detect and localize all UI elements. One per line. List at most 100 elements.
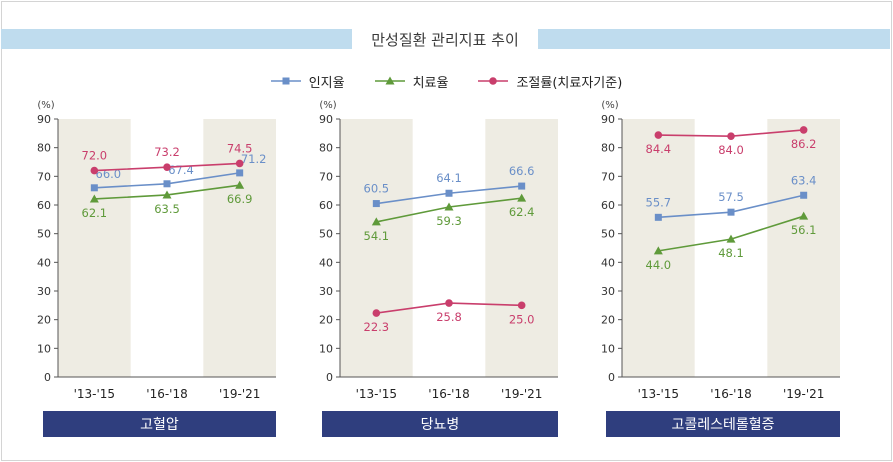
square-marker: [90, 184, 98, 192]
triangle-marker: [162, 190, 172, 199]
circle-marker: [654, 131, 663, 139]
category-box: [322, 411, 558, 437]
x-tick-label: '16-'18: [146, 387, 187, 401]
data-label: 44.0: [646, 258, 672, 272]
category-label: 당뇨병: [421, 417, 460, 433]
circle-marker: [445, 299, 453, 307]
data-label: 71.2: [241, 152, 267, 166]
y-tick-label: 40: [37, 256, 51, 269]
y-tick-label: 90: [319, 113, 333, 126]
square-marker: [236, 169, 244, 177]
data-label: 56.1: [791, 223, 817, 237]
data-label: 84.4: [646, 142, 672, 156]
triangle-marker: [799, 211, 809, 220]
y-tick-label: 60: [319, 199, 333, 212]
y-tick-label: 50: [601, 228, 615, 241]
y-axis-unit: (%): [37, 100, 54, 111]
data-label: 63.4: [791, 173, 817, 187]
x-tick-label: '13-'15: [356, 387, 397, 401]
chart-panel: (%) 0 10 20 30 40 50 60 70 80 90 '13-'15 '16-'18 '19-…: [319, 100, 559, 437]
y-tick-label: 90: [601, 113, 615, 126]
category-label: 고콜레스테롤혈증: [671, 417, 774, 433]
y-tick-label: 0: [44, 371, 51, 384]
y-tick-label: 0: [608, 371, 615, 384]
data-label: 48.1: [718, 246, 744, 260]
triangle-marker: [89, 194, 99, 203]
chart-panel: (%) 0 10 20 30 40 50 60 70 80 90 '13-'15 '16-'18 '19-…: [601, 100, 841, 437]
category-label: 고혈압: [140, 417, 179, 433]
y-tick-label: 70: [37, 170, 51, 183]
data-label: 66.6: [509, 164, 535, 178]
square-marker: [163, 180, 171, 188]
data-label: 59.3: [436, 214, 462, 228]
data-label: 25.0: [509, 312, 535, 326]
data-label: 57.5: [718, 190, 744, 204]
y-tick-label: 40: [601, 256, 615, 269]
data-label: 54.1: [364, 229, 390, 243]
legend-item-treatment: 치료율: [374, 72, 449, 91]
data-label: 86.2: [791, 137, 817, 151]
y-tick-label: 60: [37, 199, 51, 212]
data-label: 25.8: [436, 310, 462, 324]
chart-panel: (%) 0 10 20 30 40 50 60 70 80 90 '13-'15 '16-'18 '19-…: [37, 100, 277, 437]
data-label: 73.2: [154, 145, 180, 159]
y-tick-label: 60: [601, 199, 615, 212]
x-tick-label: '13-'15: [74, 387, 115, 401]
y-tick-label: 20: [601, 314, 615, 327]
x-tick-label: '16-'18: [428, 387, 469, 401]
triangle-marker: [235, 180, 245, 189]
square-marker: [445, 189, 453, 197]
legend-item-awareness: 인지율: [270, 72, 345, 91]
legend-item-control: 조절률(치료자기준): [478, 72, 622, 91]
triangle-marker: [371, 217, 381, 226]
data-label: 62.1: [82, 206, 108, 220]
shaded-band: [485, 119, 559, 377]
y-tick-label: 30: [319, 285, 333, 298]
y-tick-label: 20: [319, 314, 333, 327]
triangle-marker: [726, 234, 736, 243]
y-tick-label: 50: [37, 228, 51, 241]
legend-label-treatment: 치료율: [412, 75, 449, 91]
data-label: 62.4: [509, 205, 535, 219]
circle-marker: [235, 159, 244, 168]
square-marker: [727, 208, 735, 216]
y-tick-label: 90: [37, 113, 51, 126]
y-tick-label: 40: [319, 256, 333, 269]
square-marker: [800, 191, 808, 199]
legend-marker-square: [270, 77, 301, 85]
y-tick-label: 80: [601, 142, 615, 155]
circle-marker: [799, 126, 808, 134]
square-marker: [518, 182, 526, 190]
category-box: [43, 411, 276, 437]
y-axis-unit: (%): [319, 100, 336, 111]
triangle-marker: [517, 193, 527, 202]
shaded-band: [340, 119, 413, 377]
shaded-band: [767, 119, 841, 377]
y-tick-label: 10: [319, 342, 333, 355]
data-label: 84.0: [718, 143, 744, 157]
circle-marker: [727, 132, 735, 140]
data-label: 55.7: [646, 195, 672, 209]
shaded-band: [58, 119, 131, 377]
y-tick-label: 10: [601, 342, 615, 355]
y-tick-label: 80: [37, 142, 51, 155]
data-label: 72.0: [82, 149, 108, 163]
circle-marker: [372, 309, 381, 317]
category-box: [606, 411, 840, 437]
square-marker: [654, 213, 662, 221]
legend-label-control: 조절률(치료자기준): [516, 75, 623, 91]
y-tick-label: 50: [319, 228, 333, 241]
data-label: 22.3: [364, 320, 390, 334]
y-tick-label: 30: [37, 285, 51, 298]
y-tick-label: 80: [319, 142, 333, 155]
x-tick-label: '19-'21: [783, 387, 824, 401]
legend-label-awareness: 인지율: [308, 75, 345, 91]
y-tick-label: 20: [37, 314, 51, 327]
data-label: 63.5: [154, 202, 180, 216]
figure-title: 만성질환 관리지표 추이: [352, 27, 538, 51]
y-tick-label: 30: [601, 285, 615, 298]
x-tick-label: '16-'18: [710, 387, 751, 401]
y-axis-unit: (%): [601, 100, 618, 111]
